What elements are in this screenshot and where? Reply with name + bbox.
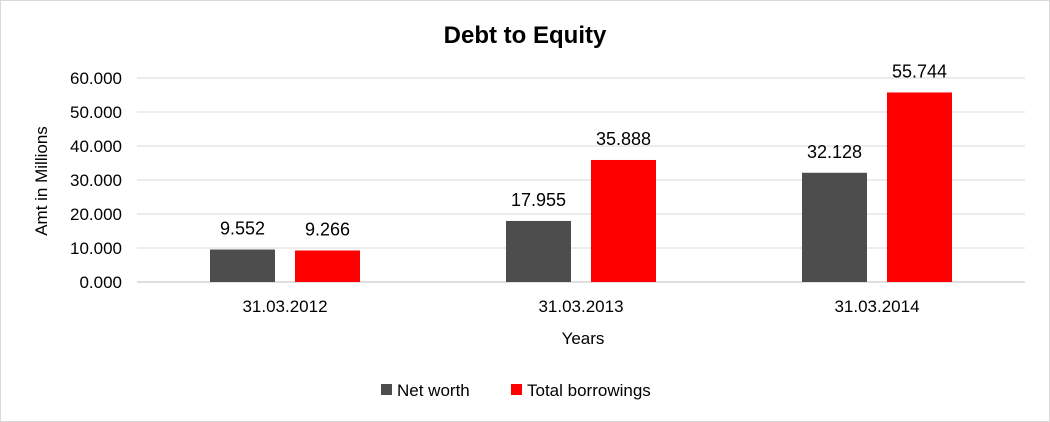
bar xyxy=(506,220,571,282)
legend-swatch xyxy=(511,384,522,395)
y-axis-ticks: 0.000 10.000 20.000 30.000 40.000 50.000 60.00… xyxy=(70,69,122,292)
y-tick-label: 50.000 xyxy=(70,103,122,122)
x-axis-ticks: 31.03.2012 31.03.2013 31.03.2014 xyxy=(242,297,919,316)
gridlines xyxy=(137,77,1025,283)
y-tick-label: 0.000 xyxy=(79,273,122,292)
data-label: 9.266 xyxy=(305,219,350,239)
legend: Net worth Total borrowings xyxy=(381,381,651,400)
y-tick-label: 30.000 xyxy=(70,171,122,190)
data-label: 55.744 xyxy=(892,61,947,81)
x-tick-label: 31.03.2013 xyxy=(538,297,623,316)
data-label: 9.552 xyxy=(220,219,265,239)
y-tick-label: 10.000 xyxy=(70,239,122,258)
y-tick-label: 40.000 xyxy=(70,137,122,156)
legend-label: Net worth xyxy=(397,381,470,400)
data-label: 17.955 xyxy=(511,190,566,210)
bar xyxy=(210,249,275,282)
bar xyxy=(802,172,867,282)
bar xyxy=(295,250,360,282)
x-tick-label: 31.03.2014 xyxy=(834,297,919,316)
y-tick-label: 60.000 xyxy=(70,69,122,88)
legend-label: Total borrowings xyxy=(527,381,651,400)
bar xyxy=(887,92,952,282)
x-tick-label: 31.03.2012 xyxy=(242,297,327,316)
bars xyxy=(210,92,952,282)
x-axis-title: Years xyxy=(562,329,605,348)
legend-swatch xyxy=(381,384,392,395)
y-axis-title: Amt in Millions xyxy=(32,126,51,236)
y-tick-label: 20.000 xyxy=(70,205,122,224)
bar xyxy=(591,159,656,282)
data-labels: 9.552 9.266 17.955 35.888 32.128 55.744 xyxy=(220,61,947,239)
data-label: 32.128 xyxy=(807,142,862,162)
chart-title: Debt to Equity xyxy=(444,22,607,49)
data-label: 35.888 xyxy=(596,129,651,149)
